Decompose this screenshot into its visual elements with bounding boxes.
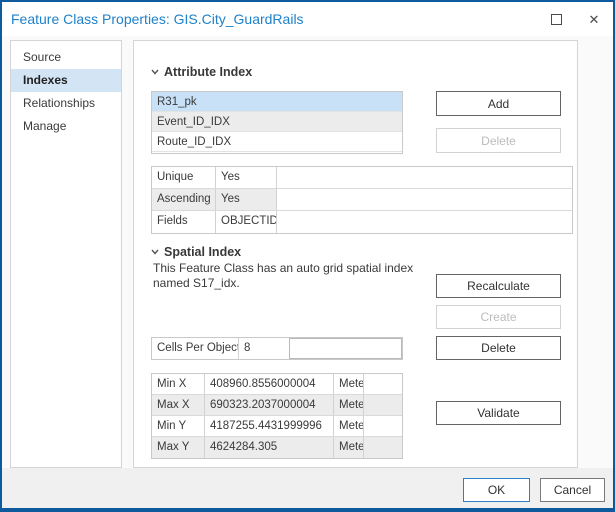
property-value: Yes <box>216 167 277 188</box>
extent-unit: Meter <box>334 374 364 394</box>
titlebar[interactable]: Feature Class Properties: GIS.City_Guard… <box>2 2 613 36</box>
extent-extra <box>364 395 402 415</box>
table-row: Fields OBJECTID <box>152 211 572 233</box>
property-value: OBJECTID <box>216 211 277 233</box>
extent-label: Max X <box>152 395 205 415</box>
sidebar-item-source[interactable]: Source <box>23 50 62 64</box>
delete-spatial-button[interactable]: Delete <box>436 336 561 360</box>
property-label: Ascending <box>152 189 216 210</box>
property-value: Yes <box>216 189 277 210</box>
create-button[interactable]: Create <box>436 305 561 329</box>
chevron-down-icon <box>150 247 160 257</box>
spatial-index-title: Spatial Index <box>164 245 242 259</box>
sidebar-item-indexes[interactable]: Indexes <box>11 69 121 92</box>
sidebar: Source Indexes Relationships Manage <box>10 40 122 468</box>
attribute-index-title: Attribute Index <box>164 65 253 79</box>
table-row: Max Y 4624284.305 Meter <box>152 437 402 458</box>
extent-extra <box>364 416 402 436</box>
extent-value: 690323.2037000004 <box>205 395 334 415</box>
extent-extra <box>364 374 402 394</box>
cells-per-object-label: Cells Per Object <box>152 338 239 359</box>
cells-per-object-input[interactable] <box>289 338 402 359</box>
attribute-index-header[interactable]: Attribute Index <box>150 65 252 79</box>
index-properties-table: Unique Yes Ascending Yes Fields OBJECTID <box>151 166 573 234</box>
table-row: Cells Per Object 8 <box>152 338 402 359</box>
extent-label: Min Y <box>152 416 205 436</box>
table-row: Min X 408960.8556000004 Meter <box>152 374 402 395</box>
extent-table: Min X 408960.8556000004 Meter Max X 6903… <box>151 373 403 459</box>
property-label: Fields <box>152 211 216 233</box>
ok-button[interactable]: OK <box>463 478 530 502</box>
list-item-index[interactable]: Route_ID_IDX <box>152 132 402 152</box>
cells-per-object-value[interactable]: 8 <box>244 342 251 354</box>
maximize-button[interactable] <box>537 2 575 36</box>
extent-label: Max Y <box>152 437 205 458</box>
table-row: Unique Yes <box>152 167 572 189</box>
main-panel: Attribute Index R31_pk Event_ID_IDX Rout… <box>133 40 578 468</box>
sidebar-item-relationships[interactable]: Relationships <box>23 96 96 110</box>
property-label: Unique <box>152 167 216 188</box>
extent-unit: Meter <box>334 416 364 436</box>
extent-unit: Meter <box>334 437 364 458</box>
maximize-icon <box>550 13 562 25</box>
property-extra <box>277 167 572 188</box>
cancel-button[interactable]: Cancel <box>540 478 605 502</box>
extent-value: 4187255.4431999996 <box>205 416 334 436</box>
spatial-index-description: This Feature Class has an auto grid spat… <box>153 261 414 290</box>
extent-unit: Meter <box>334 395 364 415</box>
extent-label: Min X <box>152 374 205 394</box>
list-item-index[interactable]: R31_pk <box>152 92 402 112</box>
window-controls: ✕ <box>537 2 613 36</box>
window-title: Feature Class Properties: GIS.City_Guard… <box>11 11 304 27</box>
recalculate-button[interactable]: Recalculate <box>436 274 561 298</box>
spatial-index-header[interactable]: Spatial Index <box>150 245 241 259</box>
extent-value: 408960.8556000004 <box>205 374 334 394</box>
delete-index-button[interactable]: Delete <box>436 128 561 153</box>
table-row: Ascending Yes <box>152 189 572 211</box>
close-icon: ✕ <box>588 11 600 27</box>
property-extra <box>277 189 572 210</box>
table-row: Min Y 4187255.4431999996 Meter <box>152 416 402 437</box>
list-item-index[interactable]: Event_ID_IDX <box>152 112 402 132</box>
footer: OK Cancel <box>2 468 613 508</box>
close-button[interactable]: ✕ <box>575 2 613 36</box>
chevron-down-icon <box>150 67 160 77</box>
add-button[interactable]: Add <box>436 91 561 116</box>
extent-value: 4624284.305 <box>205 437 334 458</box>
attribute-index-list: R31_pk Event_ID_IDX Route_ID_IDX <box>151 91 403 154</box>
extent-extra <box>364 437 402 458</box>
property-extra <box>277 211 572 233</box>
table-row: Max X 690323.2037000004 Meter <box>152 395 402 416</box>
cells-per-object-row: Cells Per Object 8 <box>151 337 403 360</box>
sidebar-item-manage[interactable]: Manage <box>23 119 67 133</box>
validate-button[interactable]: Validate <box>436 401 561 425</box>
